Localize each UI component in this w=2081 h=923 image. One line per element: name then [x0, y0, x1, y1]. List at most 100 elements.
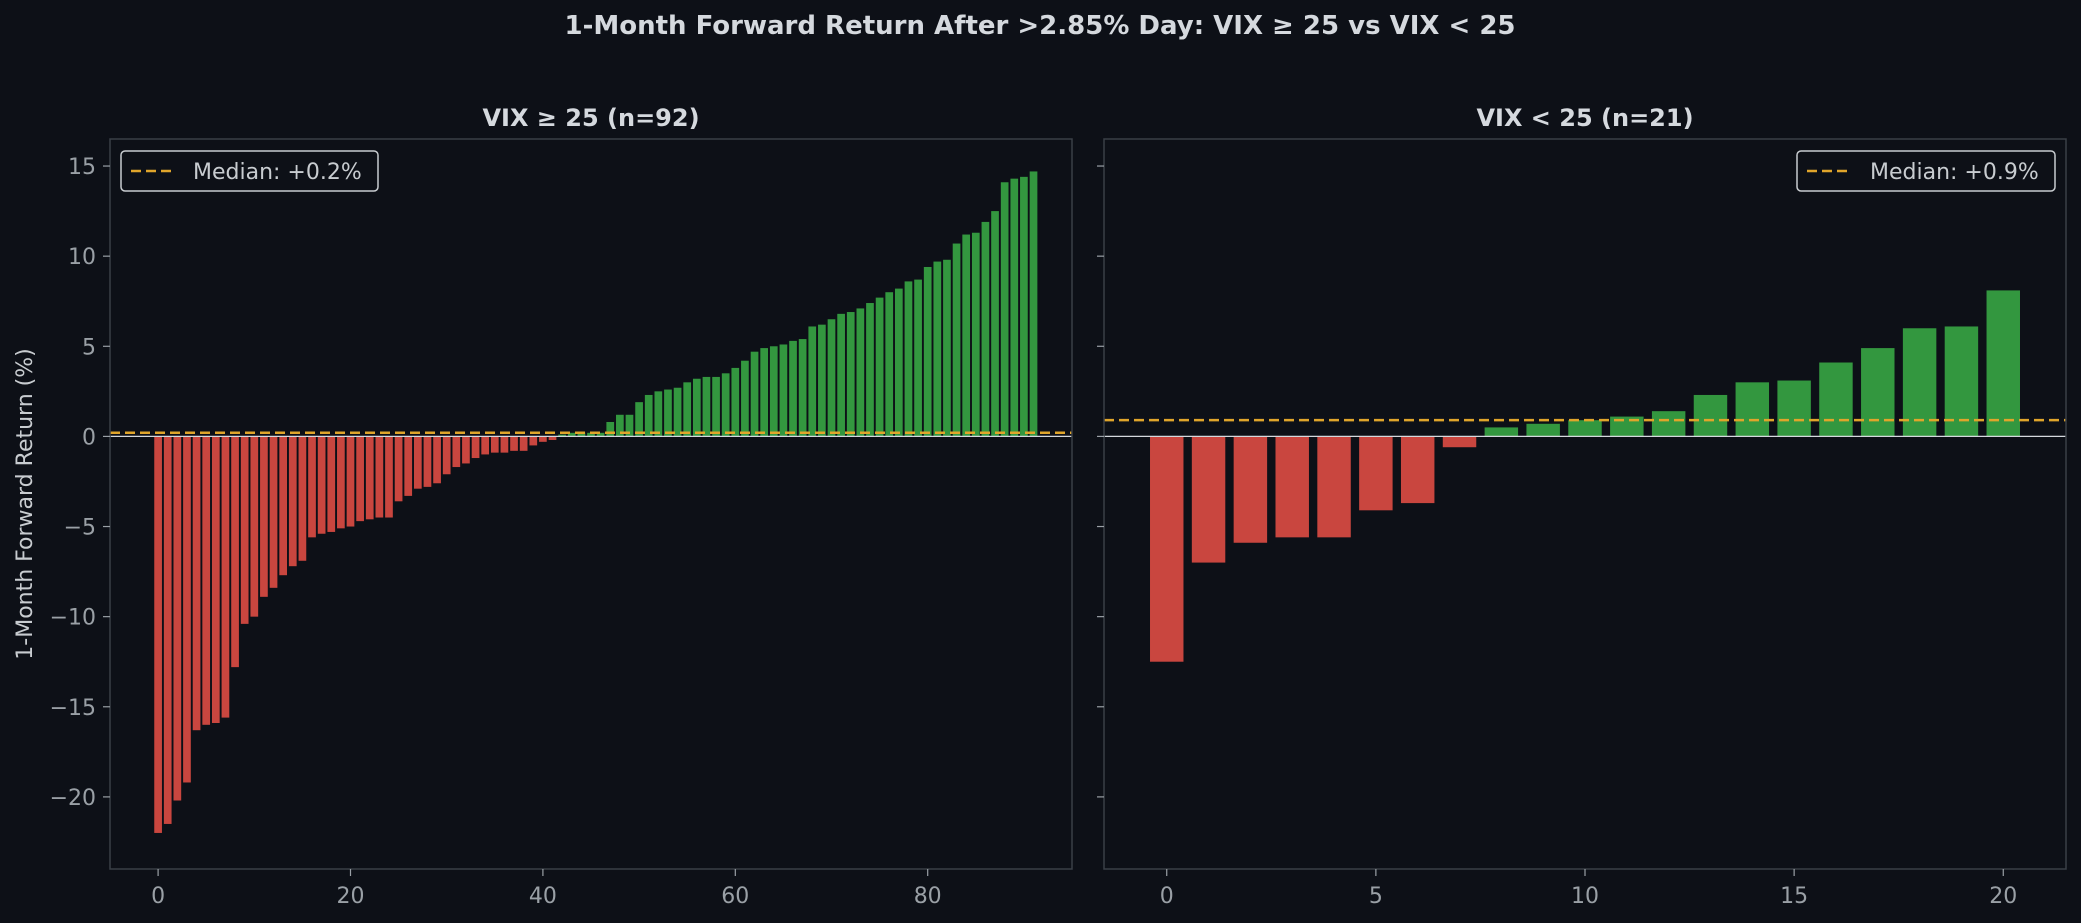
legend-label: Median: +0.2%: [193, 160, 362, 185]
bar: [731, 367, 740, 437]
bar: [1400, 436, 1435, 504]
bar: [250, 436, 259, 617]
bar: [423, 436, 432, 487]
bar: [1777, 380, 1811, 437]
bar: [750, 351, 759, 437]
x-tick-label: 40: [529, 884, 557, 909]
x-tick-label: 15: [1780, 884, 1808, 909]
legend-box: [1796, 150, 2056, 192]
x-tick-label: 20: [1989, 884, 2017, 909]
y-tick-label: −20: [50, 786, 96, 811]
bar: [221, 436, 230, 718]
bar: [1735, 382, 1770, 437]
bar: [827, 319, 836, 437]
bar: [327, 436, 336, 532]
bar: [654, 391, 663, 437]
bar: [798, 339, 807, 437]
x-tick-label: 60: [721, 884, 749, 909]
panel-vix-high: −20 −15 −10 −5 0 5 10 15 0 20 40 60 80 VIX ≥ 25 (n=…: [50, 104, 1073, 909]
legend: Median: +0.9%: [1796, 150, 2056, 192]
bar: [1275, 436, 1309, 538]
y-tick-label: −5: [64, 516, 96, 541]
bar: [664, 389, 672, 437]
bar: [1526, 423, 1560, 437]
panel-vix-low: 0 5 10 15 20 VIX < 25 (n=21) Median: +0.9%: [1097, 104, 2067, 909]
x-ticks: 0 5 10 15 20: [1160, 869, 2017, 909]
bar: [471, 436, 480, 459]
bar: [1010, 178, 1019, 437]
bar: [962, 234, 971, 437]
bar: [240, 436, 249, 624]
bar: [923, 266, 932, 437]
legend-label: Median: +0.9%: [1870, 160, 2039, 185]
y-tick-label: 5: [82, 335, 96, 360]
legend: Median: +0.2%: [120, 150, 379, 192]
bar: [721, 373, 730, 437]
x-tick-label: 80: [914, 884, 942, 909]
bar: [404, 436, 413, 496]
x-tick-label: 0: [151, 884, 165, 909]
bar: [952, 243, 961, 437]
bar: [1150, 436, 1184, 662]
bar: [741, 360, 749, 437]
bar: [500, 436, 509, 453]
bar: [539, 436, 547, 442]
bar: [202, 436, 211, 725]
bar: [510, 436, 518, 451]
bar: [346, 436, 355, 527]
bar: [635, 402, 643, 437]
bar: [1944, 326, 1979, 437]
bar: [933, 261, 942, 437]
bar-group: [1150, 290, 2020, 662]
bar: [317, 436, 326, 534]
y-tick-label: −10: [50, 606, 96, 631]
x-tick-label: 20: [337, 884, 365, 909]
bar: [567, 432, 576, 437]
x-tick-label: 10: [1571, 884, 1599, 909]
x-ticks: 0 20 40 60 80: [151, 869, 942, 909]
figure-title: 1-Month Forward Return After >2.85% Day:…: [564, 11, 1515, 41]
bar: [183, 436, 191, 783]
bar: [1819, 362, 1853, 437]
bar: [837, 313, 845, 437]
bar: [433, 436, 441, 484]
axes-frame: [109, 138, 1073, 870]
bar: [779, 344, 788, 437]
bar: [337, 436, 345, 529]
bar: [490, 436, 499, 453]
bar: [269, 436, 278, 588]
bar: [173, 436, 182, 801]
bar: [769, 346, 778, 437]
bar: [442, 436, 451, 475]
bar: [894, 288, 903, 437]
panel-title: VIX < 25 (n=21): [1476, 104, 1693, 132]
bar: [943, 259, 951, 437]
bar: [1986, 290, 2020, 437]
bar: [558, 434, 566, 437]
bar: [163, 436, 172, 824]
y-ticks: −20 −15 −10 −5 0 5 10 15: [50, 155, 110, 811]
bar: [789, 340, 797, 437]
bar: [808, 326, 817, 437]
bar: [702, 376, 711, 437]
bar: [1000, 182, 1009, 437]
bar: [308, 436, 316, 538]
bar-group: [154, 171, 1038, 833]
bar: [231, 436, 239, 668]
bar: [519, 436, 528, 451]
bar: [279, 436, 288, 576]
bar: [1861, 348, 1895, 437]
bar: [991, 211, 999, 437]
bar: [260, 436, 268, 597]
bar: [971, 232, 980, 437]
bar: [760, 348, 769, 437]
y-tick-label: 15: [68, 155, 96, 180]
bar: [1902, 328, 1937, 437]
bar: [1610, 416, 1644, 437]
y-tick-label: 0: [82, 425, 96, 450]
bar: [375, 436, 384, 518]
y-tick-label: 10: [68, 245, 96, 270]
bar: [644, 394, 653, 437]
bar: [1029, 171, 1038, 437]
